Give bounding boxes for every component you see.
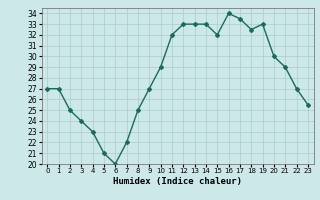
X-axis label: Humidex (Indice chaleur): Humidex (Indice chaleur) (113, 177, 242, 186)
